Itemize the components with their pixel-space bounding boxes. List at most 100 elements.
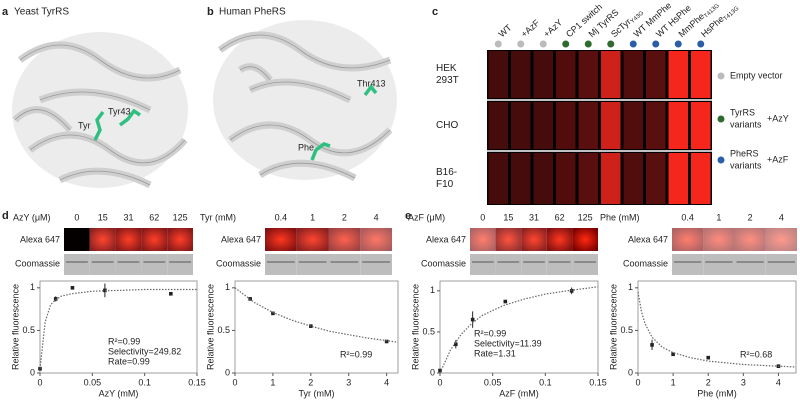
gel-header: AzY (μM)	[13, 212, 51, 222]
legend-label: PheRS	[730, 148, 759, 158]
fit-curve	[637, 291, 797, 368]
gel-lane	[691, 102, 711, 149]
gel-band	[167, 228, 193, 251]
data-point	[569, 289, 574, 293]
annotation: R²=0.99	[340, 349, 372, 359]
gel-band	[296, 228, 329, 251]
x-tick-label: 1	[671, 377, 676, 387]
y-axis-label: Relative fluorescence	[10, 284, 20, 370]
gel-lane	[601, 153, 621, 204]
gel-lane-label: 15	[98, 212, 108, 222]
annotation: R²=0.68	[740, 349, 772, 359]
row-label: 293T	[436, 75, 459, 86]
data-point	[309, 324, 313, 328]
x-tick-label: 2	[308, 377, 313, 387]
y-tick-label: 0	[628, 367, 633, 377]
gel-lane-label: 0	[74, 212, 79, 222]
x-tick-label: 0	[37, 377, 42, 387]
gel-lane	[488, 153, 508, 204]
lane-label: WT	[496, 22, 513, 39]
gel-lane	[623, 51, 643, 98]
coomassie-band	[703, 254, 735, 275]
gel-row-label: Coomassie	[15, 258, 60, 268]
plot-frame	[234, 280, 399, 374]
gel-lane	[601, 102, 621, 149]
coomassie-band	[89, 254, 116, 275]
x-tick-label: 0.1	[138, 377, 151, 387]
gel-band	[89, 228, 116, 251]
legend-dot	[717, 115, 725, 123]
lane-label-subscript: T413G	[723, 5, 741, 22]
gel-lane	[556, 51, 576, 98]
gel-lane-label: 0.4	[681, 212, 694, 222]
gel-lane	[488, 51, 508, 98]
coomassie-band	[167, 254, 193, 275]
gel-row-label: Alexa 647	[20, 234, 60, 244]
gel-lane	[578, 102, 598, 149]
legend-note: +AzF	[767, 154, 789, 164]
annotation: Rate=0.99	[108, 356, 150, 366]
panel-letter: b	[207, 6, 214, 18]
residue-label: Tyr43	[108, 106, 131, 116]
gel-lane-label: 31	[529, 212, 539, 222]
gel-lane-label: 125	[173, 212, 188, 222]
gel-lane	[691, 51, 711, 98]
x-tick-label: 3	[346, 377, 351, 387]
fit-curve	[39, 288, 197, 369]
y-tick-label: 0.5	[620, 325, 633, 335]
lane-dot	[607, 40, 615, 48]
lane-dot	[517, 40, 525, 48]
panel-letter: e	[405, 210, 411, 222]
gel-lane	[556, 153, 576, 204]
coomassie-band	[765, 254, 797, 275]
gel-lane	[578, 51, 598, 98]
gel-lane-label: 2	[342, 212, 347, 222]
x-axis-label: Tyr (mM)	[299, 388, 335, 398]
plot-frame	[439, 280, 599, 374]
gel-lane-label: 62	[149, 212, 159, 222]
data-point	[38, 366, 42, 371]
panel-letter: c	[432, 6, 438, 18]
gel-lane	[511, 51, 531, 98]
data-point	[503, 299, 508, 304]
coomassie-band	[495, 254, 522, 275]
x-tick-label: 0.05	[84, 377, 102, 387]
data-point	[438, 368, 442, 373]
legend-label: TyrRS	[730, 107, 755, 117]
x-axis-label: AzY (mM)	[99, 388, 139, 398]
lane-dot	[562, 40, 570, 48]
coomassie-band	[360, 254, 392, 275]
structure-a	[2, 18, 195, 203]
coomassie-band	[672, 254, 704, 275]
fit-curve	[439, 286, 599, 374]
gel-band	[328, 228, 361, 251]
gel-lane-label: 0.4	[275, 212, 288, 222]
gel-band	[672, 228, 704, 251]
x-tick-label: 4	[384, 377, 389, 387]
gel-lane	[511, 102, 531, 149]
lane-dot	[652, 40, 660, 48]
gel-lane	[668, 153, 688, 204]
lane-dot	[674, 40, 682, 48]
coomassie-band	[141, 254, 168, 275]
data-point	[271, 311, 275, 316]
y-tick-label: 1	[628, 282, 633, 292]
lane-dot	[697, 40, 705, 48]
residue-label: Phe	[298, 142, 314, 152]
annotation: Rate=1.31	[474, 348, 516, 358]
gel-lane	[646, 102, 666, 149]
gel-lane	[578, 153, 598, 204]
data-point	[470, 317, 475, 322]
gel-lane	[533, 153, 553, 204]
y-tick-label: 0	[30, 367, 35, 377]
lane-label: +AzF	[519, 17, 542, 39]
x-tick-label: 0.15	[589, 377, 607, 387]
y-axis-label: Relative fluorescence	[205, 284, 215, 370]
panel-title: Yeast TyrRS	[14, 7, 69, 18]
annotation: R²=0.99	[108, 336, 140, 346]
gel-lane	[623, 153, 643, 204]
data-point	[384, 339, 389, 344]
gel-lane-label: 2	[748, 212, 753, 222]
x-tick-label: 0.15	[188, 377, 206, 387]
